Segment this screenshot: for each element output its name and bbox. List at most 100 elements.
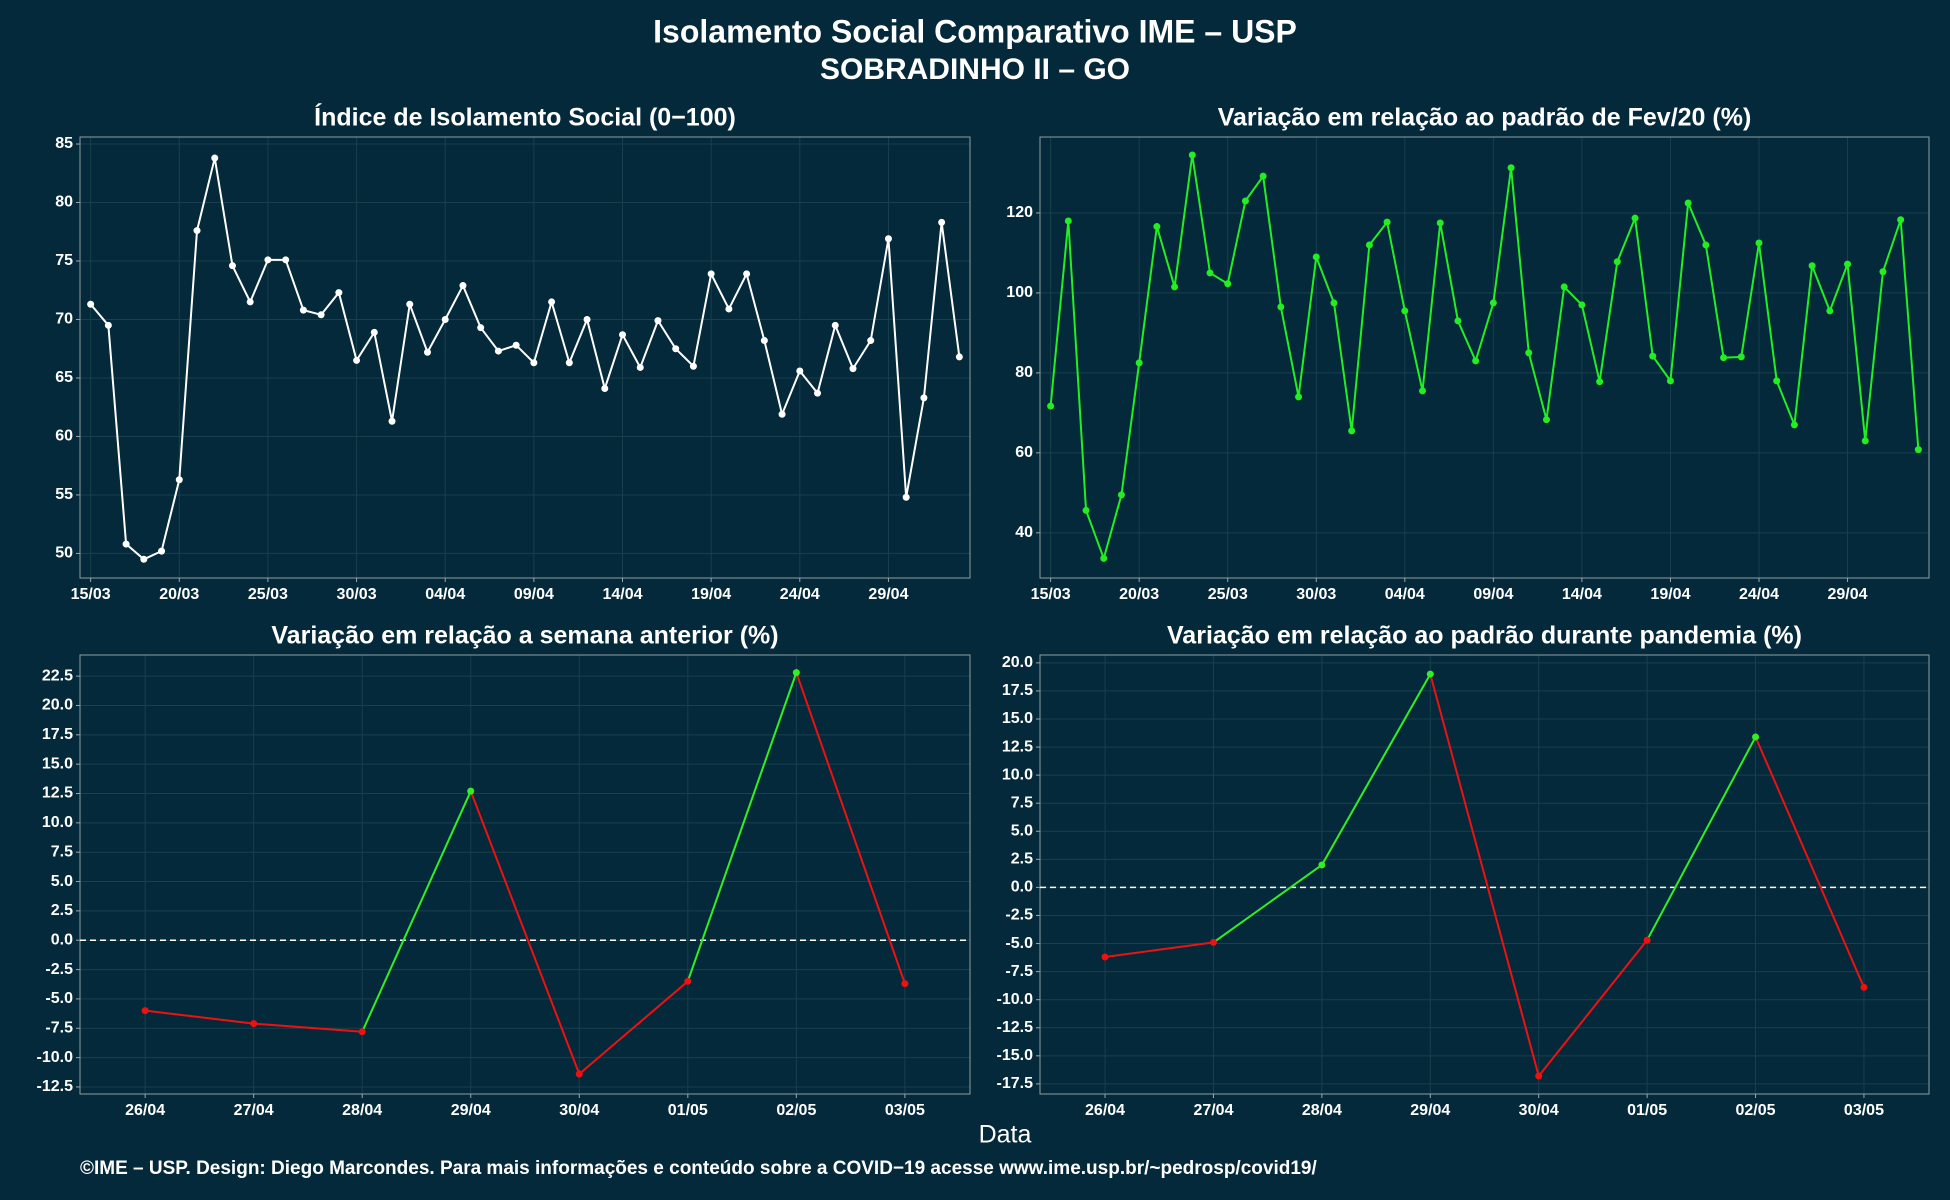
y-tick-label: 2.5 <box>1011 851 1033 868</box>
data-point <box>1507 164 1515 172</box>
data-point <box>689 362 697 370</box>
y-tick-label: 80 <box>55 194 73 211</box>
data-point <box>1808 262 1816 270</box>
data-point <box>459 282 467 290</box>
x-tick-label: 01/05 <box>1627 1102 1667 1119</box>
data-point <box>353 356 361 364</box>
data-point <box>1401 307 1409 315</box>
data-point <box>335 289 343 297</box>
data-point <box>902 493 910 501</box>
data-point <box>1596 378 1604 386</box>
data-point <box>1426 670 1434 678</box>
data-point <box>250 1020 258 1028</box>
y-tick-label: 10.0 <box>42 814 73 831</box>
data-point <box>1752 733 1760 741</box>
data-point <box>636 363 644 371</box>
data-point <box>867 337 875 345</box>
data-point <box>1436 219 1444 227</box>
data-point <box>1643 936 1651 944</box>
data-point <box>1241 197 1249 205</box>
y-tick-label: 55 <box>55 486 73 503</box>
line-segment <box>1212 864 1323 944</box>
data-point <box>619 331 627 339</box>
x-tick-label: 14/04 <box>602 586 642 603</box>
data-point <box>831 321 839 329</box>
data-point <box>358 1028 366 1036</box>
data-point <box>494 347 502 355</box>
data-point <box>1649 352 1657 360</box>
y-tick-label: -7.5 <box>1005 963 1033 980</box>
y-tick-label: -2.5 <box>1005 907 1033 924</box>
x-tick-label: 25/03 <box>248 586 288 603</box>
data-point <box>317 311 325 319</box>
y-tick-label: 85 <box>55 135 73 152</box>
data-point <box>707 270 715 278</box>
x-tick-label: 15/03 <box>1031 586 1071 603</box>
data-line <box>89 157 961 561</box>
data-point <box>1318 861 1326 869</box>
x-tick-label: 30/03 <box>1296 586 1336 603</box>
data-point <box>370 328 378 336</box>
x-tick-label: 29/04 <box>1828 586 1868 603</box>
data-point <box>175 476 183 484</box>
data-point <box>938 218 946 226</box>
data-point <box>1101 953 1109 961</box>
data-point <box>477 324 485 332</box>
y-tick-label: 100 <box>1006 284 1033 301</box>
data-point <box>601 384 609 392</box>
x-tick-label: 29/04 <box>1410 1102 1450 1119</box>
data-point <box>158 547 166 555</box>
data-point <box>299 306 307 314</box>
data-point <box>743 270 751 278</box>
data-point <box>548 298 556 306</box>
data-point <box>141 1007 149 1015</box>
data-point <box>228 262 236 270</box>
data-point <box>1454 317 1462 325</box>
line-segment <box>1321 673 1432 866</box>
line-segment <box>795 672 906 984</box>
y-tick-label: 75 <box>55 252 73 269</box>
data-point <box>1419 387 1427 395</box>
x-tick-label: 04/04 <box>1385 586 1425 603</box>
y-tick-label: -7.5 <box>45 1019 73 1036</box>
y-tick-label: 20.0 <box>1002 654 1033 671</box>
data-point <box>246 298 254 306</box>
x-tick-label: 03/05 <box>1844 1102 1884 1119</box>
line-segment <box>145 1009 254 1025</box>
y-tick-label: -5.0 <box>45 990 73 1007</box>
data-point <box>778 410 786 418</box>
line-segment <box>686 672 798 982</box>
x-tick-label: 28/04 <box>1302 1102 1342 1119</box>
data-point <box>1365 241 1373 249</box>
y-tick-label: -2.5 <box>45 961 73 978</box>
panel-title: Variação em relação a semana anterior (%… <box>271 622 778 650</box>
data-line <box>1049 154 1920 562</box>
x-tick-label: 25/03 <box>1208 586 1248 603</box>
y-tick-label: 120 <box>1006 204 1033 221</box>
data-point <box>1755 239 1763 247</box>
data-point <box>796 367 804 375</box>
x-tick-label: 19/04 <box>1650 586 1690 603</box>
y-tick-label: 17.5 <box>1002 682 1033 699</box>
y-tick-label: 5.0 <box>1011 822 1033 839</box>
x-tick-label: 19/04 <box>691 586 731 603</box>
data-point <box>1117 491 1125 499</box>
y-tick-label: -15.0 <box>997 1047 1034 1064</box>
y-tick-label: 65 <box>55 369 73 386</box>
y-tick-label: 50 <box>55 545 73 562</box>
y-tick-label: 20.0 <box>42 697 73 714</box>
data-point <box>1535 1072 1543 1080</box>
data-point <box>1312 253 1320 261</box>
x-tick-label: 29/04 <box>451 1102 491 1119</box>
panel-frame <box>1039 654 1930 1095</box>
line-segment <box>1104 941 1214 959</box>
x-tick-label: 15/03 <box>71 586 111 603</box>
data-point <box>814 389 822 397</box>
line-segment <box>578 980 689 1075</box>
data-point <box>725 305 733 313</box>
y-tick-label: 12.5 <box>42 785 73 802</box>
y-tick-label: 12.5 <box>1002 738 1033 755</box>
x-tick-label: 30/04 <box>559 1102 599 1119</box>
panel-title: Variação em relação ao padrão durante pa… <box>1167 622 1802 650</box>
